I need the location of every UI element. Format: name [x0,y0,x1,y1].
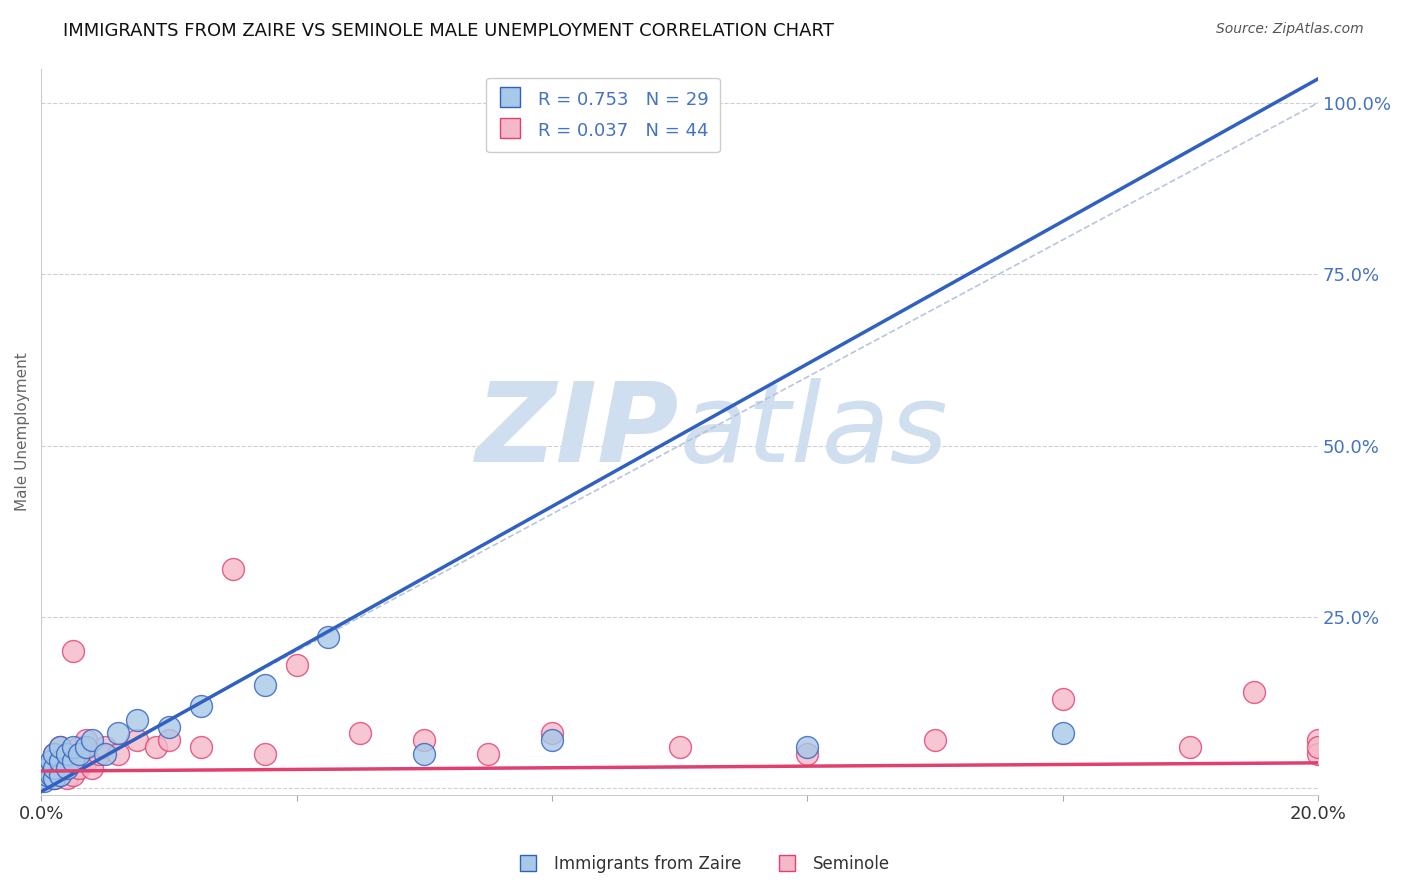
Point [157,733,180,747]
Text: Source: ZipAtlas.com: Source: ZipAtlas.com [1216,22,1364,37]
Point [42,761,65,775]
Point [55,761,77,775]
Legend: Immigrants from Zaire, Seminole: Immigrants from Zaire, Seminole [509,848,897,880]
Point [62,644,84,658]
Point [55,747,77,761]
Point [49,754,72,768]
Point [62,740,84,755]
Point [82,761,104,775]
Point [75,754,97,768]
Point [318,631,340,645]
Point [253,678,276,692]
Point [1243,685,1265,699]
Point [541,733,564,747]
Point [107,726,129,740]
Point [37,767,59,781]
Point [62,754,84,768]
Point [75,733,97,747]
Point [87,747,110,761]
Point [349,726,371,740]
Point [125,713,148,727]
Point [94,747,117,761]
Point [82,733,104,747]
Point [42,761,65,775]
Point [34,767,56,781]
Point [145,740,167,755]
Point [796,740,818,755]
Point [49,767,72,781]
Point [125,733,148,747]
Point [94,740,117,755]
Text: atlas: atlas [679,378,948,485]
Point [62,754,84,768]
Y-axis label: Male Unemployment: Male Unemployment [15,352,30,511]
Point [67,740,90,755]
Point [1308,747,1330,761]
Point [796,747,818,761]
Legend: R = 0.753   N = 29, R = 0.037   N = 44: R = 0.753 N = 29, R = 0.037 N = 44 [486,78,720,153]
Point [67,747,90,761]
Point [75,740,97,755]
Point [39,754,62,768]
Point [190,740,212,755]
Point [157,719,180,733]
Point [253,747,276,761]
Point [1052,692,1074,706]
Point [285,657,308,672]
Point [541,726,564,740]
Point [107,747,129,761]
Point [42,771,65,785]
Point [413,733,436,747]
Point [924,733,946,747]
Point [190,698,212,713]
Point [39,767,62,781]
Point [221,562,243,576]
Point [55,761,77,775]
Point [1308,740,1330,755]
Point [49,767,72,781]
Point [55,747,77,761]
Point [37,771,59,785]
Point [49,740,72,755]
Point [477,747,499,761]
Point [1180,740,1202,755]
Point [62,767,84,781]
Point [39,767,62,781]
Text: IMMIGRANTS FROM ZAIRE VS SEMINOLE MALE UNEMPLOYMENT CORRELATION CHART: IMMIGRANTS FROM ZAIRE VS SEMINOLE MALE U… [63,22,834,40]
Point [34,774,56,789]
Point [49,754,72,768]
Point [49,740,72,755]
Point [37,761,59,775]
Point [668,740,690,755]
Point [42,747,65,761]
Point [55,771,77,785]
Point [1052,726,1074,740]
Text: ZIP: ZIP [477,378,679,485]
Point [42,771,65,785]
Point [1308,733,1330,747]
Point [42,747,65,761]
Point [67,761,90,775]
Point [37,761,59,775]
Point [413,747,436,761]
